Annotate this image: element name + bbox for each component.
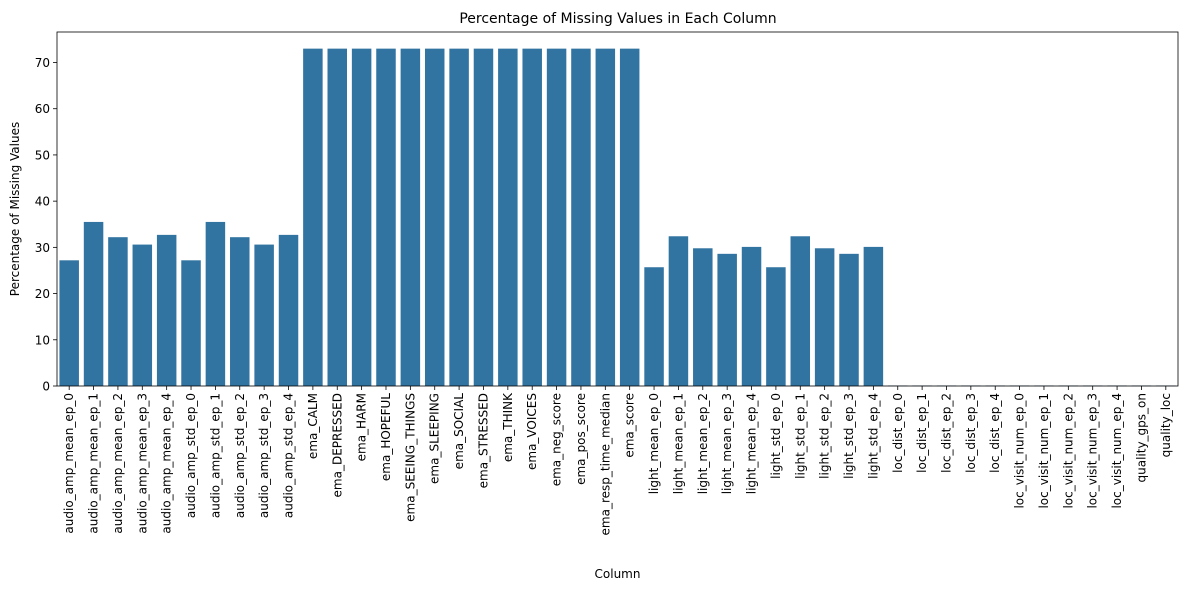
x-tick-label: loc_dist_ep_0 [891,393,905,473]
x-axis: audio_amp_mean_ep_0 audio_amp_mean_ep_1 au… [62,386,1173,535]
x-tick-label: light_mean_ep_1 [671,393,685,494]
x-tick-label: loc_visit_num_ep_0 [1013,393,1027,509]
bar-light_std_ep_4 [863,246,884,386]
x-tick-label: ema_STRESSED [476,393,490,488]
bar-light_std_ep_0 [766,267,786,386]
x-tick-label: ema_pos_score [574,393,588,485]
bar-ema_resp_time_median [595,48,616,386]
y-tick-label: 0 [42,380,50,394]
y-tick-label: 70 [35,56,50,70]
x-tick-label: light_mean_ep_2 [696,393,710,494]
x-tick-label: ema_HOPEFUL [379,393,393,481]
x-tick-label: ema_SOCIAL [452,393,466,470]
bar-light_std_ep_1 [790,236,811,386]
x-tick-label: light_std_ep_1 [793,393,807,479]
bar-ema_score [619,48,640,386]
bar-audio_amp_mean_ep_2 [108,237,128,386]
bar-light_mean_ep_3 [717,253,737,386]
x-tick-label: audio_amp_mean_ep_2 [111,393,125,534]
x-tick-label: ema_score [623,393,637,458]
y-tick-label: 20 [35,287,50,301]
x-tick-label: loc_dist_ep_2 [939,393,953,473]
bar-ema_HOPEFUL [376,48,396,386]
bar-light_mean_ep_2 [693,248,713,386]
x-tick-label: ema_resp_time_median [598,393,612,535]
x-tick-label: loc_dist_ep_1 [915,393,929,473]
bar-audio_amp_std_ep_4 [278,234,299,386]
bar-ema_pos_score [571,48,591,386]
x-tick-label: loc_visit_num_ep_1 [1037,393,1051,509]
chart-title: Percentage of Missing Values in Each Col… [459,11,776,27]
bar-audio_amp_mean_ep_3 [132,244,153,386]
x-tick-label: ema_VOICES [525,393,539,470]
bars [59,48,1176,387]
bar-ema_SEEING_THINGS [400,48,421,386]
x-tick-label: ema_HARM [355,393,369,461]
bar-ema_CALM [303,48,323,386]
bar-audio_amp_mean_ep_0 [59,260,79,386]
x-tick-label: audio_amp_mean_ep_0 [62,393,76,534]
y-tick-label: 60 [35,102,50,116]
x-tick-label: light_std_ep_3 [842,393,856,479]
x-tick-label: light_mean_ep_3 [720,393,734,494]
bar-audio_amp_mean_ep_1 [83,221,104,386]
x-tick-label: audio_amp_mean_ep_1 [87,393,101,534]
x-tick-label: audio_amp_std_ep_2 [233,393,247,518]
bar-audio_amp_std_ep_1 [205,221,226,386]
bar-ema_VOICES [522,48,542,386]
x-tick-label: light_mean_ep_4 [745,393,759,494]
x-tick-label: light_std_ep_0 [769,393,783,479]
x-axis-label: Column [595,567,641,581]
bar-ema_STRESSED [473,48,494,386]
bar-ema_HARM [351,48,372,386]
x-tick-label: ema_DEPRESSED [330,393,344,497]
x-tick-label: ema_CALM [306,393,320,459]
bar-light_mean_ep_0 [644,267,664,386]
y-axis: 0 10 20 30 40 50 60 70 [35,56,57,394]
x-tick-label: loc_visit_num_ep_3 [1086,393,1100,509]
bar-ema_THINK [498,48,518,386]
x-tick-label: audio_amp_std_ep_1 [208,393,222,518]
x-tick-label: ema_SLEEPING [428,393,442,484]
plot-frame [56,31,1179,387]
x-tick-label: audio_amp_std_ep_4 [282,393,296,518]
x-tick-label: loc_dist_ep_4 [988,393,1002,473]
x-tick-label: audio_amp_std_ep_0 [184,393,198,518]
y-tick-label: 30 [35,241,50,255]
x-tick-label: audio_amp_std_ep_3 [257,393,271,518]
bar-light_mean_ep_4 [741,246,762,386]
x-tick-label: audio_amp_mean_ep_3 [135,393,149,534]
y-tick-label: 40 [35,195,50,209]
x-tick-label: loc_dist_ep_3 [964,393,978,473]
bar-light_std_ep_2 [814,248,835,386]
x-tick-label: light_mean_ep_0 [647,393,661,494]
bar-audio_amp_std_ep_3 [254,244,274,386]
x-tick-label: quality_gps_on [1134,393,1148,482]
bar-ema_SOCIAL [449,48,469,386]
bar-audio_amp_std_ep_2 [230,237,250,386]
bar-light_std_ep_3 [839,253,859,386]
y-tick-label: 10 [35,333,50,347]
x-tick-label: loc_visit_num_ep_4 [1110,393,1124,509]
x-tick-label: ema_neg_score [550,393,564,486]
x-tick-label: ema_SEEING_THINGS [403,393,417,522]
x-tick-label: light_std_ep_2 [818,393,832,479]
y-tick-label: 50 [35,148,50,162]
bar-ema_SLEEPING [424,48,445,386]
x-tick-label: ema_THINK [501,392,515,462]
bar-light_mean_ep_1 [668,236,689,386]
bar-ema_neg_score [546,48,567,386]
bar-audio_amp_mean_ep_4 [156,234,177,386]
x-tick-label: loc_visit_num_ep_2 [1061,393,1075,509]
x-tick-label: light_std_ep_4 [866,393,880,479]
y-axis-label: Percentage of Missing Values [8,122,22,296]
x-tick-label: quality_loc [1159,393,1173,457]
bar-audio_amp_std_ep_0 [181,260,201,386]
x-tick-label: audio_amp_mean_ep_4 [160,393,174,534]
bar-ema_DEPRESSED [327,48,347,386]
